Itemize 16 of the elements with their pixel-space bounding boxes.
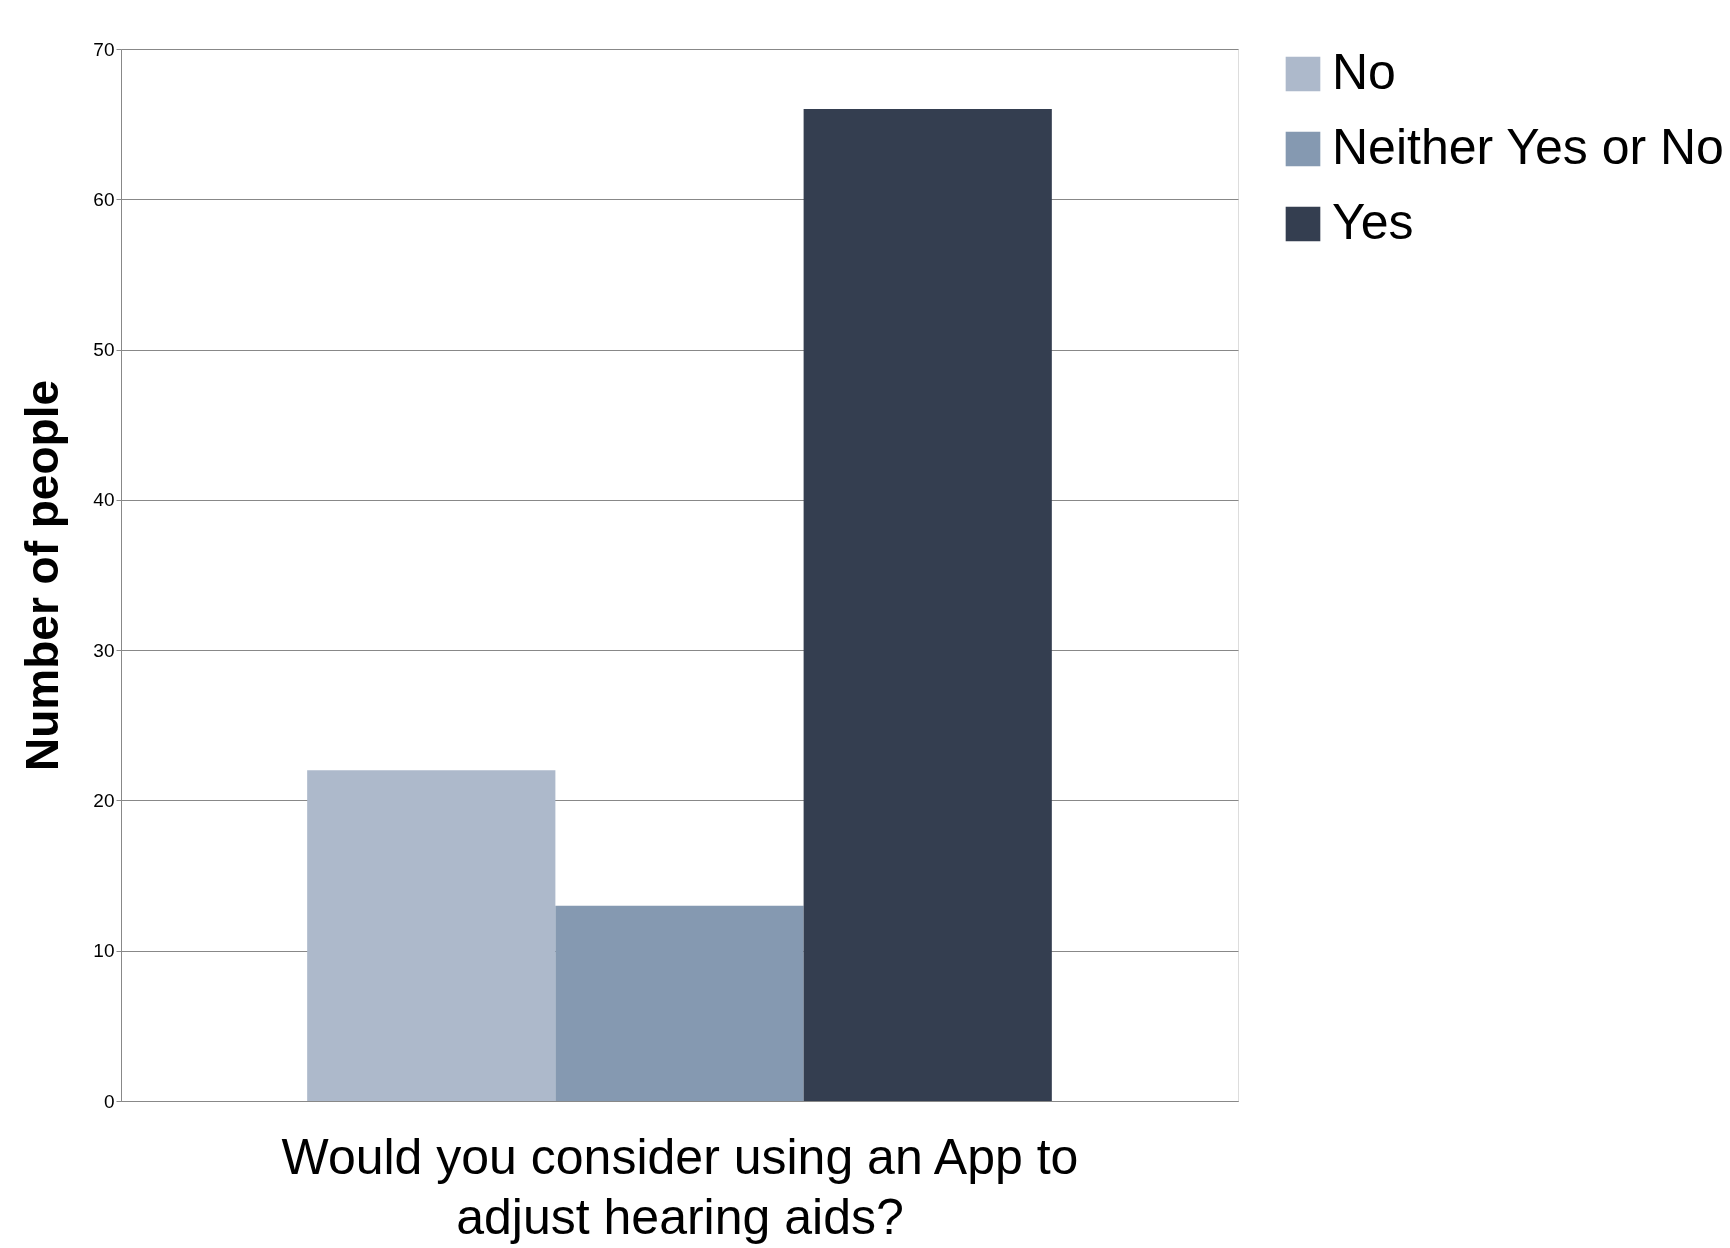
y-tick-label: 50 xyxy=(93,339,115,361)
y-tick-label: 20 xyxy=(93,789,115,811)
bar xyxy=(307,770,556,1101)
y-tick-label: 40 xyxy=(93,489,115,511)
y-axis-title: Number of people xyxy=(16,379,69,772)
y-tick-label: 0 xyxy=(103,1090,115,1112)
y-tick-label: 70 xyxy=(93,38,115,60)
legend-label: Neither Yes or No xyxy=(1332,119,1724,175)
bar xyxy=(555,905,804,1101)
y-tick-label: 10 xyxy=(93,940,115,962)
y-tick-label: 60 xyxy=(93,188,115,210)
bar xyxy=(803,109,1052,1101)
y-tick-label: 30 xyxy=(93,639,115,661)
x-axis-title: Would you consider using an App to adjust hearing aids? xyxy=(281,1128,1079,1245)
legend-label: Yes xyxy=(1332,194,1414,250)
legend-label: No xyxy=(1332,44,1396,100)
